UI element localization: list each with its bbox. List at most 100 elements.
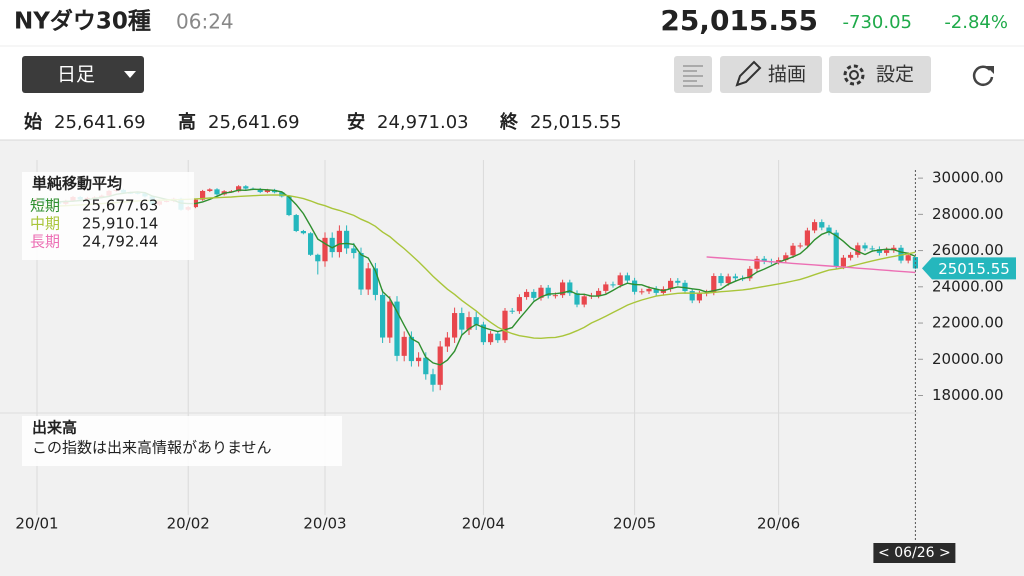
period-button[interactable]: 日足 bbox=[22, 56, 144, 93]
candle-body bbox=[344, 230, 350, 249]
x-tick-label: 20/02 bbox=[167, 515, 210, 533]
candle-body bbox=[214, 189, 220, 195]
button-label: 日足 bbox=[57, 64, 95, 86]
candle-body bbox=[545, 287, 551, 296]
candle-body bbox=[804, 230, 810, 246]
ohlc-row: 始 25,641.69 高 25,641.69 安 24,971.03 終 25… bbox=[24, 111, 622, 133]
volume-message: この指数は出来高情報がありません bbox=[32, 439, 272, 457]
candle-body bbox=[538, 287, 544, 298]
candle-body bbox=[632, 280, 638, 292]
candle-body bbox=[293, 215, 299, 231]
button-bg bbox=[674, 56, 712, 93]
candle-body bbox=[797, 245, 803, 247]
candle-body bbox=[387, 301, 393, 338]
candle-body bbox=[488, 333, 494, 343]
y-tick-label: 24000.00 bbox=[932, 277, 1004, 295]
candle-body bbox=[394, 301, 400, 356]
candle-body bbox=[682, 282, 688, 292]
candle-body bbox=[315, 254, 321, 262]
candle-body bbox=[516, 297, 522, 312]
volume-title: 出来高 bbox=[32, 419, 77, 437]
candle-body bbox=[308, 233, 314, 255]
candle-body bbox=[459, 313, 465, 330]
candle-body bbox=[819, 222, 825, 228]
candle-body bbox=[725, 276, 731, 284]
moving-average-line bbox=[706, 256, 916, 274]
candle-body bbox=[437, 346, 443, 385]
x-tick-label: 20/06 bbox=[757, 515, 800, 533]
list-icon bbox=[683, 65, 703, 87]
legend-name: 短期 bbox=[30, 197, 60, 215]
settings-button[interactable]: 設定 bbox=[829, 56, 931, 93]
ohlc-label: 終 bbox=[499, 111, 519, 133]
candle-body bbox=[668, 280, 674, 290]
dropdown-arrow bbox=[124, 71, 136, 78]
candle-body bbox=[783, 255, 789, 261]
candle-body bbox=[264, 189, 270, 193]
candle-body bbox=[689, 291, 695, 301]
list-button[interactable] bbox=[674, 56, 712, 93]
ohlc-value: 24,971.03 bbox=[377, 112, 469, 133]
legend-title: 単純移動平均 bbox=[32, 175, 122, 193]
ohlc-label: 始 bbox=[24, 111, 42, 133]
candle-body bbox=[560, 282, 566, 296]
legend-name: 長期 bbox=[30, 233, 60, 251]
refresh-icon bbox=[986, 66, 994, 74]
candle-body bbox=[257, 189, 263, 193]
candle-body bbox=[430, 374, 436, 385]
candle-body bbox=[380, 294, 386, 338]
candle-body bbox=[531, 291, 537, 298]
candle-body bbox=[574, 293, 580, 305]
pencil-icon bbox=[735, 60, 762, 87]
candle-body bbox=[826, 227, 832, 233]
y-tick-label: 28000.00 bbox=[932, 205, 1004, 223]
ohlc-value: 25,641.69 bbox=[54, 112, 146, 133]
y-tick-label: 22000.00 bbox=[932, 314, 1004, 332]
candle-body bbox=[329, 237, 335, 253]
button-bg bbox=[22, 56, 144, 93]
price: 25,015.55 bbox=[660, 4, 818, 37]
candle-body bbox=[696, 293, 702, 301]
refresh-button[interactable] bbox=[972, 65, 994, 86]
candle-body bbox=[372, 268, 378, 295]
legend-value: 25,910.14 bbox=[82, 215, 158, 233]
candle-body bbox=[596, 290, 602, 296]
x-tick-label: 20/05 bbox=[613, 515, 656, 533]
ohlc-value: 25,015.55 bbox=[530, 112, 622, 133]
candle-body bbox=[790, 245, 796, 256]
candle-body bbox=[840, 257, 846, 267]
candle-body bbox=[610, 284, 616, 286]
candle-body bbox=[754, 258, 760, 269]
candle-body bbox=[675, 280, 681, 283]
candle-body bbox=[452, 313, 458, 338]
button-bg bbox=[720, 56, 822, 93]
x-tick-label: 20/04 bbox=[462, 515, 505, 533]
candle-body bbox=[351, 248, 357, 254]
legend-value: 24,792.44 bbox=[82, 233, 158, 251]
y-tick-label: 26000.00 bbox=[932, 241, 1004, 259]
candle-body bbox=[869, 248, 875, 250]
candle-body bbox=[401, 336, 407, 356]
candle-body bbox=[718, 275, 724, 284]
candle-body bbox=[761, 258, 767, 262]
candle-body bbox=[236, 186, 242, 192]
gear-icon bbox=[849, 70, 859, 80]
gear-icon bbox=[843, 64, 865, 86]
candle-body bbox=[624, 275, 630, 281]
y-tick-label: 18000.00 bbox=[932, 386, 1004, 404]
y-tick-label: 30000.00 bbox=[932, 169, 1004, 187]
y-tick-label: 20000.00 bbox=[932, 350, 1004, 368]
button-label: 描画 bbox=[768, 64, 806, 86]
candle-body bbox=[408, 336, 414, 362]
candle-body bbox=[653, 288, 659, 293]
ohlc-label: 安 bbox=[347, 111, 365, 133]
draw-button[interactable]: 描画 bbox=[720, 56, 822, 93]
candle-body bbox=[336, 230, 342, 253]
x-tick-label: 20/01 bbox=[15, 515, 58, 533]
candle-body bbox=[300, 230, 306, 234]
candle-body bbox=[905, 255, 911, 261]
candle-body bbox=[747, 268, 753, 279]
volume-box bbox=[22, 416, 342, 466]
